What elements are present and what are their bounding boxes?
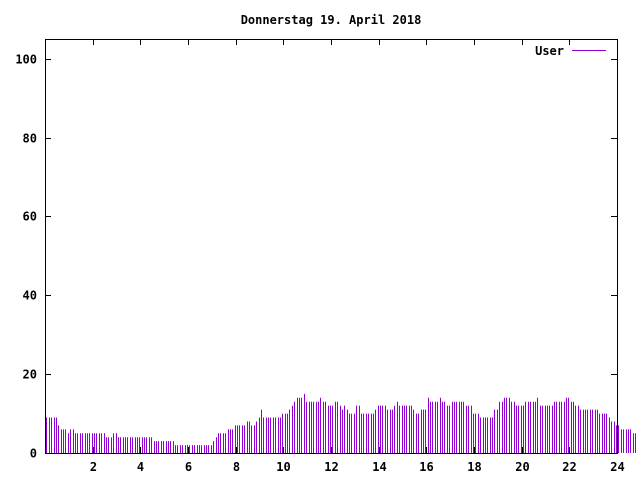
y-tick-label: 100 <box>15 53 37 67</box>
x-tick-label: 8 <box>233 460 240 474</box>
plot-frame <box>45 39 618 454</box>
chart-title: Donnerstag 19. April 2018 <box>241 13 422 27</box>
x-tick-label: 14 <box>372 460 386 474</box>
y-tick-label: 80 <box>23 132 37 146</box>
y-axis: 0 20 40 60 80 100 <box>15 53 37 461</box>
x-tick-label: 16 <box>419 460 433 474</box>
y-tick-label: 20 <box>23 368 37 382</box>
x-tick-label: 12 <box>324 460 338 474</box>
x-tick-label: 10 <box>276 460 290 474</box>
y-tick-label: 40 <box>23 289 37 303</box>
legend: User <box>535 44 606 58</box>
x-tick-label: 20 <box>515 460 529 474</box>
y-tick-label: 60 <box>23 210 37 224</box>
legend-label: User <box>535 44 564 58</box>
x-tick-label: 18 <box>467 460 481 474</box>
x-tick-label: 4 <box>137 460 144 474</box>
x-tick-label: 22 <box>562 460 576 474</box>
bar-series <box>46 393 636 453</box>
x-tick-label: 6 <box>185 460 192 474</box>
y-tick-label: 0 <box>30 447 37 461</box>
x-tick-label: 24 <box>610 460 624 474</box>
axis-ticks <box>45 39 618 454</box>
x-axis: 2 4 6 8 10 12 14 16 18 20 22 24 <box>90 460 625 474</box>
x-tick-label: 2 <box>90 460 97 474</box>
